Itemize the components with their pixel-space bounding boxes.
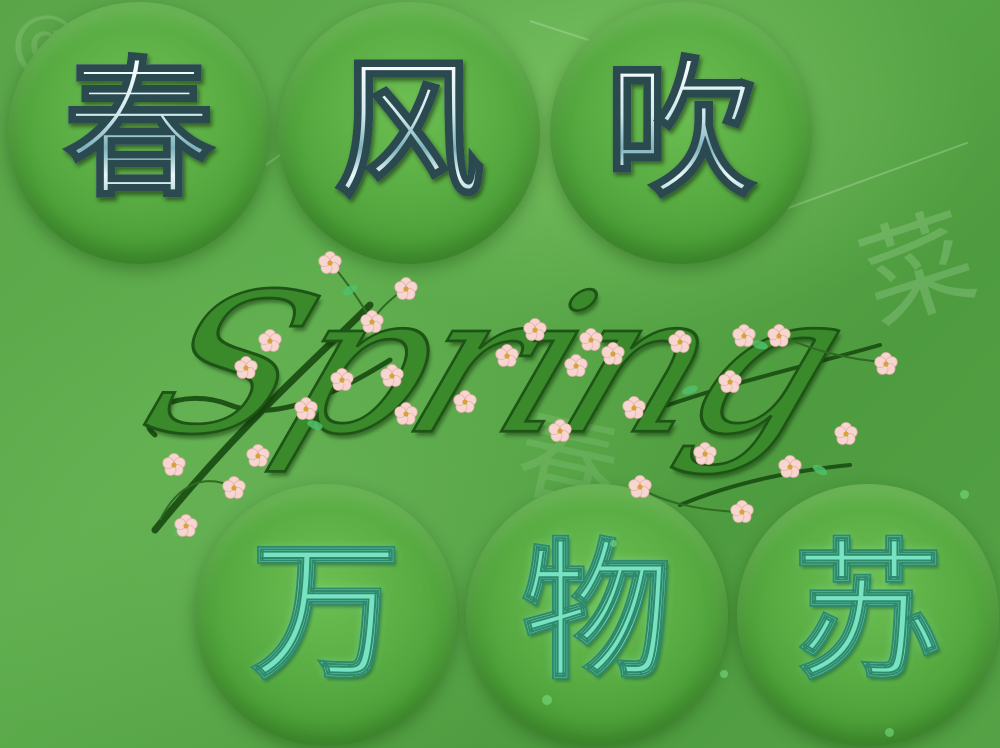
- sparkle-dot: [720, 670, 728, 678]
- sparkle-dot: [542, 695, 552, 705]
- glyph-circle-top-3: 吹: [550, 2, 812, 264]
- sparkle-dot: [885, 728, 894, 737]
- glyph-wu: 物: [521, 524, 673, 700]
- glyph-chui: 吹: [604, 42, 757, 218]
- glyph-circle-bottom-3: 苏: [737, 484, 999, 746]
- glyph-su: 苏: [792, 524, 944, 700]
- glyph-wan: 万: [250, 524, 402, 700]
- glyph-feng: 风: [332, 42, 485, 218]
- glyph-circle-bottom-1: 万: [195, 484, 457, 746]
- sparkle-dot: [610, 540, 617, 547]
- spring-word: Spring: [118, 250, 870, 478]
- sparkle-dot: [960, 490, 969, 499]
- glyph-chun: 春: [62, 42, 215, 218]
- glyph-circle-bottom-2: 物: [466, 484, 728, 746]
- glyph-circle-top-1: 春: [8, 2, 270, 264]
- glyph-circle-top-2: 风: [278, 2, 540, 264]
- spring-wordmark: Spring: [118, 250, 920, 555]
